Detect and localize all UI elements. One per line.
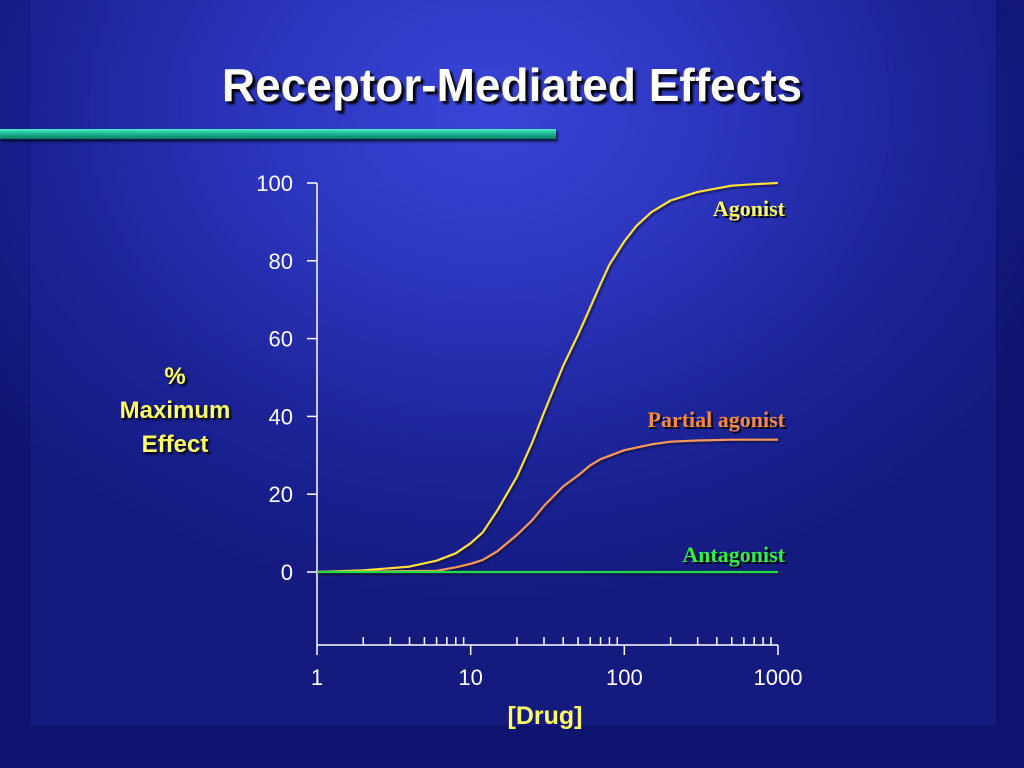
y-tick-label: 60 [269, 327, 293, 352]
partial-agonist-label-shadow: Partial agonist [650, 409, 788, 434]
chart-series [316, 181, 780, 576]
x-tick-label: 1 [311, 665, 323, 690]
slide-title: Receptor-Mediated Effects [221, 59, 803, 111]
y-axis-label-line: Effect [141, 431, 209, 458]
antagonist-label-shadow: Antagonist [684, 544, 787, 569]
partial-agonist-line-shadow [318, 439, 780, 576]
y-tick-label: 40 [269, 404, 293, 429]
agonist-line [316, 181, 779, 574]
title-underline [0, 129, 556, 140]
partial-agonist-label: Partial agonist [648, 407, 786, 432]
y-tick-label: 20 [269, 482, 293, 507]
y-tick-label: 100 [256, 171, 293, 196]
y-axis-label-line: Maximum [119, 397, 231, 424]
agonist-label-shadow: Agonist [715, 198, 788, 223]
chart-ticks: 0 20 40 60 80 100 1 10 100 1000 [256, 171, 802, 690]
antagonist-label: Antagonist [682, 542, 785, 567]
agonist-label: Agonist [713, 196, 786, 221]
x-axis-label: [Drug] [508, 702, 583, 730]
y-tick-label: 80 [269, 249, 293, 274]
agonist-line-shadow [318, 182, 780, 576]
y-axis-label-line: % [164, 363, 186, 390]
y-tick-label: 0 [281, 560, 293, 585]
x-tick-label: 10 [458, 665, 482, 690]
partial-agonist-line [316, 438, 778, 574]
chart-axes [316, 183, 778, 646]
slide-panel [30, 0, 996, 726]
y-axis-label: % Maximum Effect [100, 360, 250, 462]
x-tick-label: 100 [606, 665, 643, 690]
x-tick-label: 1000 [754, 665, 803, 690]
